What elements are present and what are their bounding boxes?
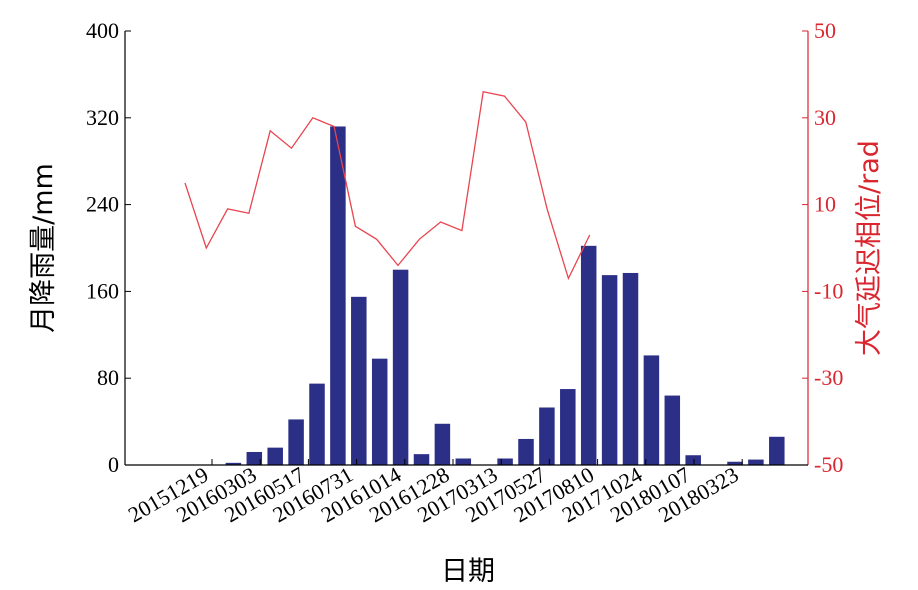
right-axis-tick-label: -10 bbox=[814, 278, 843, 303]
left-axis-tick-label: 160 bbox=[86, 278, 119, 303]
y-axis-title: 月降雨量/mm bbox=[28, 163, 59, 333]
right-axis-tick-label: 10 bbox=[814, 192, 836, 217]
rainfall-bar bbox=[225, 462, 242, 465]
rainfall-bar bbox=[748, 459, 764, 465]
right-axis-tick-label: -30 bbox=[814, 365, 843, 390]
rainfall-bar bbox=[455, 458, 472, 465]
delay-phase-line-layer bbox=[184, 91, 591, 281]
x-axis-title: 日期 bbox=[441, 556, 495, 587]
rainfall-bar bbox=[330, 126, 346, 465]
left-axis-tick-label: 320 bbox=[86, 105, 119, 130]
rainfall-bar bbox=[267, 447, 283, 465]
rainfall-bar bbox=[769, 436, 785, 465]
rainfall-bar bbox=[560, 389, 576, 465]
left-axis-tick-label: 0 bbox=[108, 452, 119, 477]
rainfall-bar bbox=[288, 419, 304, 465]
rainfall-bar bbox=[727, 461, 743, 465]
rainfall-bar bbox=[539, 407, 555, 465]
y2-axis-title: 大气延迟相位/rad bbox=[854, 140, 885, 356]
right-axis-tick-label: 30 bbox=[814, 105, 836, 130]
bottom-axis: 2015121920160303201605172016073120161014… bbox=[124, 459, 808, 527]
rainfall-bar bbox=[601, 275, 618, 465]
right-axis-tick-label: -50 bbox=[814, 452, 843, 477]
left-axis: 0 80 160 240 320 400 bbox=[86, 18, 131, 477]
rainfall-bar bbox=[392, 269, 409, 465]
rainfall-bar bbox=[518, 438, 534, 465]
right-axis-tick-label: 50 bbox=[814, 18, 836, 43]
rainfall-bar bbox=[580, 245, 597, 465]
right-axis: -50 -30 -10 10 30 50 bbox=[802, 18, 843, 477]
rainfall-bar bbox=[371, 358, 388, 465]
rainfall-bar bbox=[434, 423, 451, 465]
rainfall-bar bbox=[685, 455, 701, 465]
rainfall-bar bbox=[413, 454, 430, 465]
delay-phase-line bbox=[184, 91, 591, 281]
rainfall-bar bbox=[622, 272, 639, 465]
rainfall-bar bbox=[309, 383, 325, 465]
rainfall-bar bbox=[351, 296, 367, 465]
left-axis-tick-label: 240 bbox=[86, 192, 119, 217]
left-axis-tick-label: 400 bbox=[86, 18, 119, 43]
rainfall-bar bbox=[643, 355, 660, 465]
left-axis-tick-label: 80 bbox=[97, 365, 119, 390]
rainfall-bar bbox=[664, 395, 681, 465]
rainfall-bar bbox=[497, 458, 513, 465]
rainfall-bar bbox=[246, 451, 263, 465]
rainfall-bars bbox=[225, 126, 785, 465]
